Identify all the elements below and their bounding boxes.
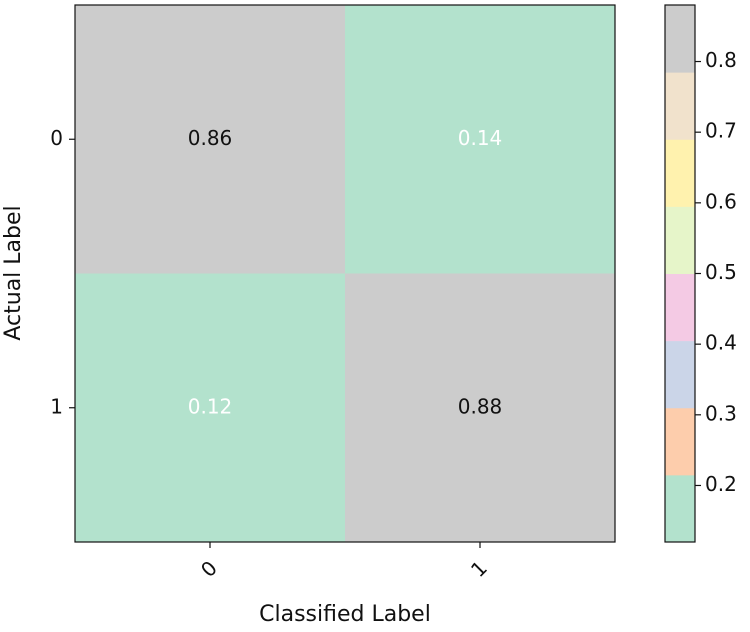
y-tick-label: 0 (50, 126, 63, 150)
cell-value-label: 0.12 (188, 394, 233, 418)
cell-value-label: 0.88 (458, 394, 503, 418)
colorbar-band (665, 407, 695, 476)
y-axis-label: Actual Label (1, 205, 26, 340)
colorbar-tick-label: 0.3 (705, 401, 737, 425)
heatmap-cell (345, 5, 616, 274)
colorbar-tick-label: 0.8 (705, 48, 737, 72)
x-tick-label: 0 (196, 556, 222, 582)
y-tick-label: 1 (50, 394, 63, 418)
colorbar-tick-label: 0.6 (705, 189, 737, 213)
colorbar-band (665, 474, 695, 543)
colorbar-tick-label: 0.7 (705, 119, 737, 143)
colorbar-tick-label: 0.2 (705, 472, 737, 496)
colorbar-band (665, 340, 695, 409)
heatmap-cell (75, 5, 346, 274)
x-axis-label: Classified Label (259, 602, 431, 627)
colorbar-tick-label: 0.4 (705, 331, 737, 355)
colorbar-band (665, 5, 695, 73)
cell-value-label: 0.14 (458, 126, 503, 150)
cell-value-label: 0.86 (188, 126, 233, 150)
colorbar-band (665, 139, 695, 207)
colorbar-tick-label: 0.5 (705, 260, 737, 284)
colorbar-band (665, 206, 695, 274)
colorbar-band (665, 273, 695, 342)
heatmap-cell (345, 273, 616, 543)
plot-frame (74, 4, 616, 543)
colorbar-band (665, 72, 695, 140)
heatmap-cell (75, 273, 346, 543)
x-tick-label: 1 (466, 556, 492, 582)
